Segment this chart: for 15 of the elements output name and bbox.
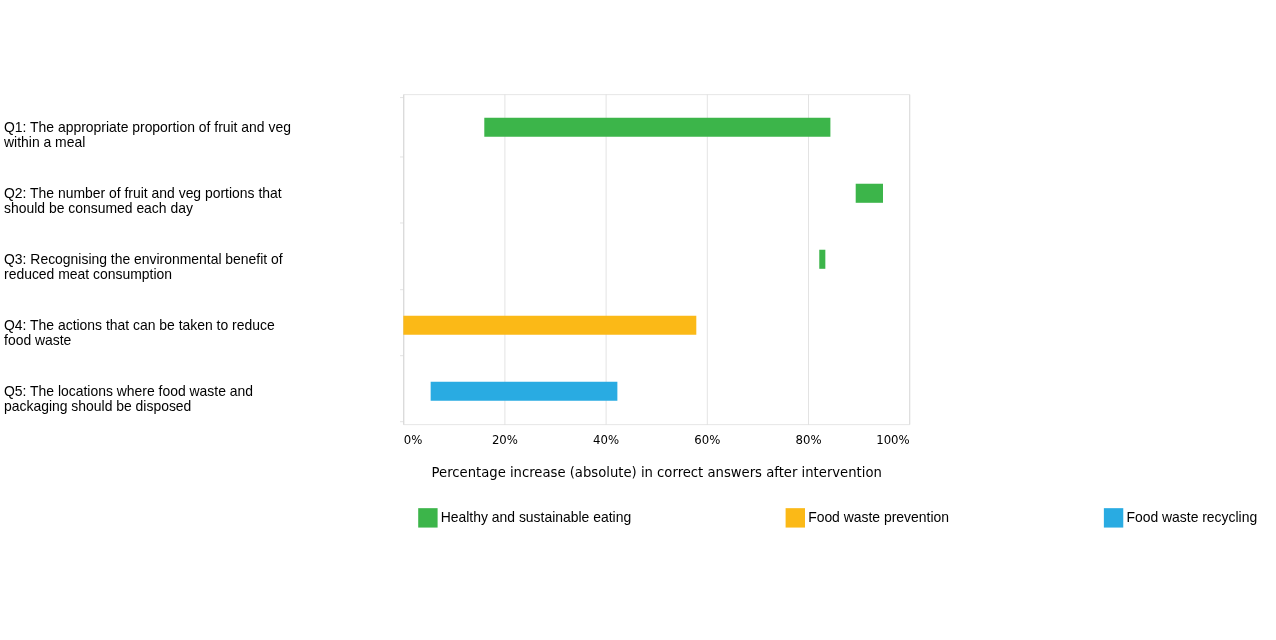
legend-label: Food waste prevention xyxy=(808,509,949,526)
y-tick-label: Q2: The number of fruit and veg portions that should be consumed each day xyxy=(4,185,282,217)
legend-label: Food waste recycling xyxy=(1126,509,1258,526)
legend-label: Healthy and sustainable eating xyxy=(440,509,632,526)
y-tick-label: Q4: The actions that can be taken to reduce food waste xyxy=(4,317,275,349)
x-tick-label: 60% xyxy=(694,433,721,448)
x-tick-label: 100% xyxy=(876,433,910,448)
x-tick-label: 0% xyxy=(403,433,423,448)
x-axis-title: Percentage increase (absolute) in correct answers after intervention xyxy=(431,465,882,481)
y-tick-label: Q1: The appropriate proportion of fruit and veg within a meal xyxy=(3,119,291,151)
x-tick-label: 40% xyxy=(593,433,620,448)
y-tick-label: Q5: The locations where food waste and packaging should be disposed xyxy=(4,383,253,415)
x-tick-label: 80% xyxy=(795,433,822,448)
y-tick-label: Q3: Recognising the environmental benefit of reduced meat consumption xyxy=(4,251,283,283)
x-tick-label: 20% xyxy=(491,433,518,448)
